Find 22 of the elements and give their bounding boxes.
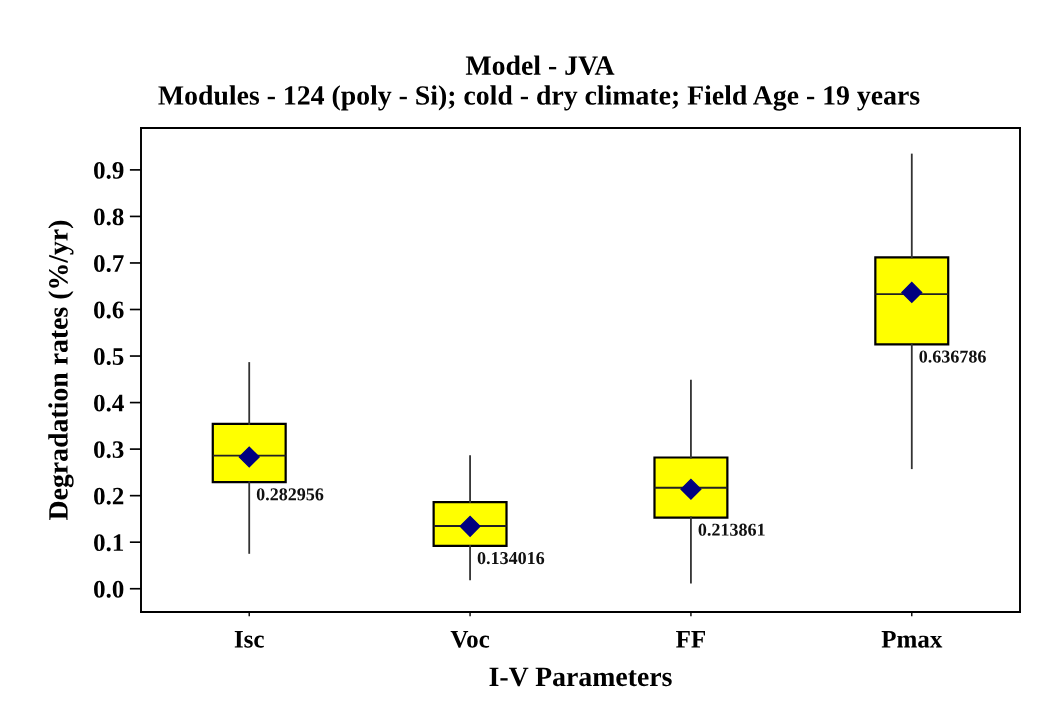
text: 0.282956 — [256, 488, 324, 501]
y-tick-label: 0.9 — [94, 161, 124, 179]
text: 0.134016 — [477, 551, 545, 565]
x-tick-label: FF — [676, 631, 705, 648]
text: 0.213861 — [698, 523, 765, 536]
x-axis-title: I-V Parameters — [489, 667, 672, 687]
y-tick-label: 0.2 — [94, 487, 124, 505]
y-tick-label: 0.6 — [94, 301, 124, 319]
x-tick-label: Pmax — [881, 631, 943, 648]
y-axis-title: Degradation rates (%/yr) — [48, 220, 74, 520]
x-tick-label: Isc — [234, 631, 264, 648]
text: 0.636786 — [919, 350, 986, 363]
y-tick-label: 0.3 — [94, 441, 124, 459]
chart-title: Model - JVA — [465, 55, 615, 76]
x-tick-label: Voc — [450, 631, 490, 648]
y-tick-label: 0.0 — [94, 580, 124, 598]
y-tick-label: 0.1 — [94, 534, 124, 552]
y-tick-label: 0.4 — [94, 394, 124, 412]
y-tick-label: 0.5 — [94, 348, 124, 366]
chart-subtitle: Modules - 124 (poly - Si); cold - dry climate; Field Age - 19 years — [158, 85, 920, 111]
y-tick-label: 0.8 — [94, 208, 124, 226]
y-tick-label: 0.7 — [94, 255, 124, 272]
